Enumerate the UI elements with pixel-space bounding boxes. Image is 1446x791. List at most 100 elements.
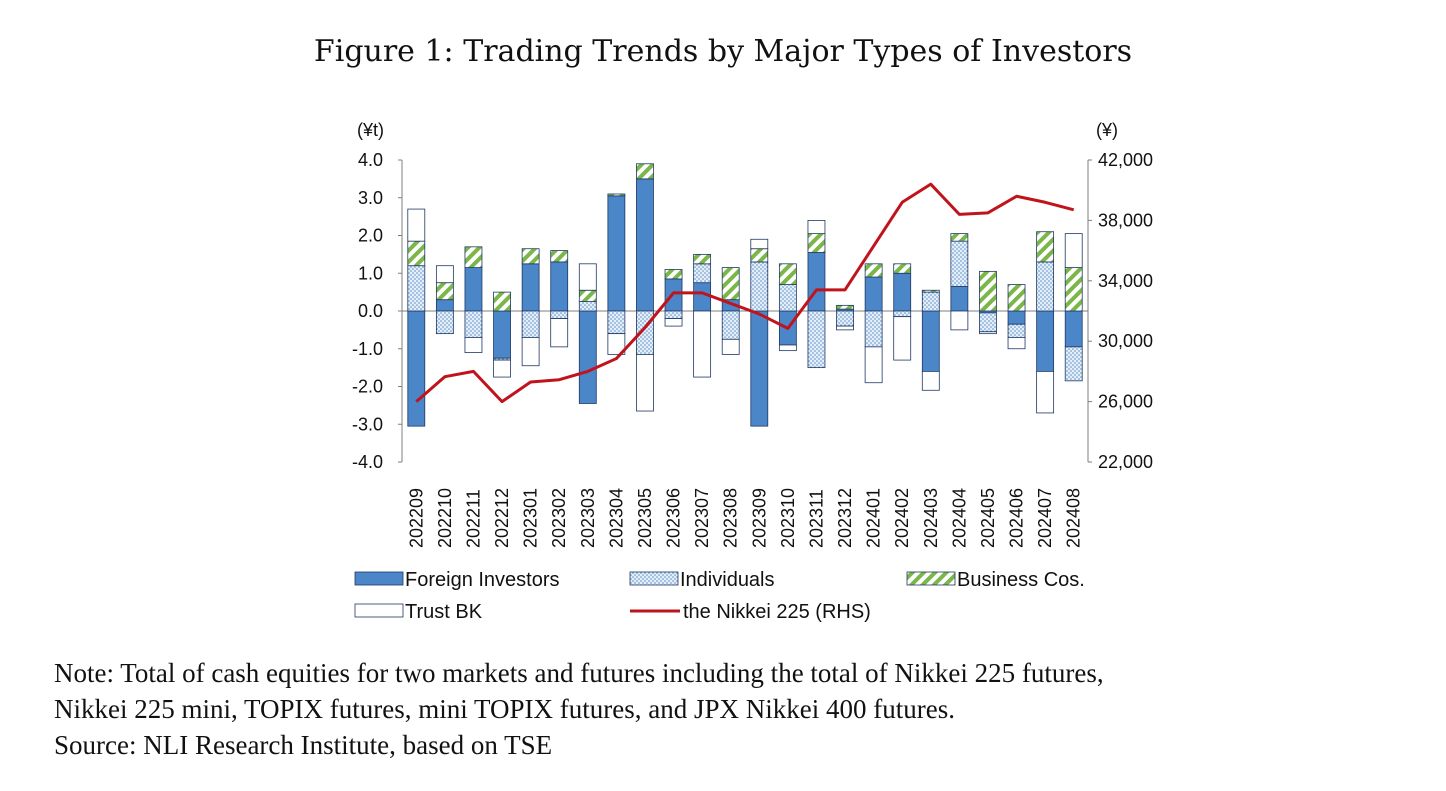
bar-business-cos (979, 270, 997, 312)
legend-trust-bk-label: Trust BK (405, 601, 483, 623)
left-tick-label: 0.0 (358, 301, 383, 321)
right-unit-label: (¥) (1096, 120, 1118, 140)
bar-individuals (807, 310, 826, 369)
bar-business-cos (864, 263, 883, 278)
bar-business-cos (950, 233, 969, 242)
x-tick-label: 202302 (549, 488, 569, 548)
bar-business-cos (493, 291, 511, 312)
x-tick-label: 202209 (406, 488, 426, 548)
bar-trust-bk (950, 310, 969, 331)
bar-business-cos (1036, 231, 1055, 263)
bar-business-cos (407, 240, 426, 267)
x-tick-label: 202211 (463, 489, 483, 548)
x-tick-label: 202403 (921, 488, 941, 548)
bar-trust-bk (1036, 370, 1055, 414)
bar-foreign-investors (550, 261, 569, 312)
bar-business-cos (1064, 267, 1083, 312)
legend-business-cos-label: Business Cos. (957, 569, 1085, 591)
bar-foreign-investors (636, 178, 654, 312)
bar-individuals (750, 261, 769, 312)
bar-trust-bk (893, 316, 912, 361)
bar-individuals (578, 301, 597, 312)
right-tick-label: 26,000 (1098, 392, 1153, 412)
bar-individuals (693, 263, 712, 284)
left-tick-label: 2.0 (358, 226, 383, 246)
bar-business-cos (1007, 284, 1026, 312)
bar-business-cos (607, 193, 626, 197)
x-tick-label: 202212 (492, 488, 512, 548)
bar-foreign-investors (893, 272, 912, 312)
bar-individuals (1036, 261, 1055, 312)
legend-foreign-investors-label: Foreign Investors (405, 569, 560, 591)
bar-foreign-investors (521, 263, 540, 312)
right-tick-label: 34,000 (1098, 271, 1153, 291)
x-tick-label: 202210 (435, 488, 455, 548)
bars (407, 163, 1083, 427)
right-tick-label: 22,000 (1098, 452, 1153, 472)
bar-individuals (550, 310, 569, 319)
bar-individuals (1064, 346, 1083, 382)
bar-business-cos (807, 233, 826, 253)
legend-trust-bk-swatch (354, 603, 404, 618)
x-tick-label: 202405 (978, 488, 998, 548)
bar-individuals (607, 310, 626, 335)
x-tick-label: 202308 (721, 488, 741, 548)
chart-title: Figure 1: Trading Trends by Major Types … (313, 34, 1133, 69)
bar-foreign-investors (1036, 310, 1055, 372)
bar-trust-bk (435, 265, 454, 284)
left-tick-label: -4.0 (352, 452, 383, 472)
bar-trust-bk (521, 337, 540, 367)
bar-foreign-investors (864, 276, 883, 312)
bar-trust-bk (807, 219, 826, 235)
x-tick-label: 202304 (606, 488, 626, 548)
bar-foreign-investors (435, 299, 454, 312)
x-tick-label: 202406 (1007, 488, 1027, 548)
bar-business-cos (550, 250, 569, 263)
bar-business-cos (893, 263, 912, 274)
axes: (¥t) (¥) 4.0 3.0 2.0 1.0 0.0 -1.0 -2.0 -3.0 -4.0 42… (352, 120, 1153, 472)
legend-individuals-label: Individuals (680, 569, 775, 591)
x-tick-label: 202303 (578, 488, 598, 548)
x-tick-label: 202312 (835, 488, 855, 548)
bar-individuals (521, 310, 540, 338)
bar-foreign-investors (921, 310, 940, 372)
bar-business-cos (921, 289, 940, 293)
chart: (¥t) (¥) 4.0 3.0 2.0 1.0 0.0 -1.0 -2.0 -3.0 -4.0 42… (352, 120, 1153, 623)
legend-individuals-swatch (629, 571, 679, 586)
bar-trust-bk (1064, 233, 1083, 268)
bar-individuals (921, 291, 940, 312)
x-tick-label: 202301 (521, 488, 541, 548)
bar-trust-bk (578, 263, 597, 291)
note-line-2: Nikkei 225 mini, TOPIX futures, mini TOP… (54, 694, 955, 724)
source-line: Source: NLI Research Institute, based on… (54, 730, 553, 760)
x-tick-label: 202407 (1035, 488, 1055, 548)
bar-foreign-investors (493, 310, 511, 359)
bar-trust-bk (550, 318, 569, 348)
bar-trust-bk (979, 331, 997, 335)
bar-individuals (893, 310, 912, 318)
bar-individuals (979, 312, 997, 333)
legend-business-cos-swatch (906, 571, 956, 586)
bar-foreign-investors (578, 310, 597, 404)
bar-individuals (778, 284, 797, 312)
bar-trust-bk (493, 359, 511, 378)
bar-foreign-investors (950, 286, 969, 312)
legend: Foreign Investors Individuals Business Cos… (354, 569, 1085, 623)
bar-individuals (1007, 323, 1026, 338)
bar-trust-bk (921, 370, 940, 391)
bar-trust-bk (778, 344, 797, 352)
nikkei-line (415, 182, 1075, 404)
bar-foreign-investors (750, 310, 769, 427)
x-tick-label: 202307 (692, 488, 712, 548)
notes: Note: Total of cash equities for two mar… (54, 655, 1424, 763)
bar-trust-bk (636, 354, 654, 412)
bar-business-cos (836, 304, 854, 310)
x-tick-labels: 202209 202210 202211 202212 202301 202302 2023… (406, 488, 1083, 548)
bar-business-cos (664, 269, 683, 280)
x-tick-label: 202305 (635, 488, 655, 548)
left-tick-label: 3.0 (358, 188, 383, 208)
x-tick-label: 202402 (892, 488, 912, 548)
bar-business-cos (464, 246, 483, 268)
bar-business-cos (435, 282, 454, 301)
bar-business-cos (693, 253, 712, 265)
